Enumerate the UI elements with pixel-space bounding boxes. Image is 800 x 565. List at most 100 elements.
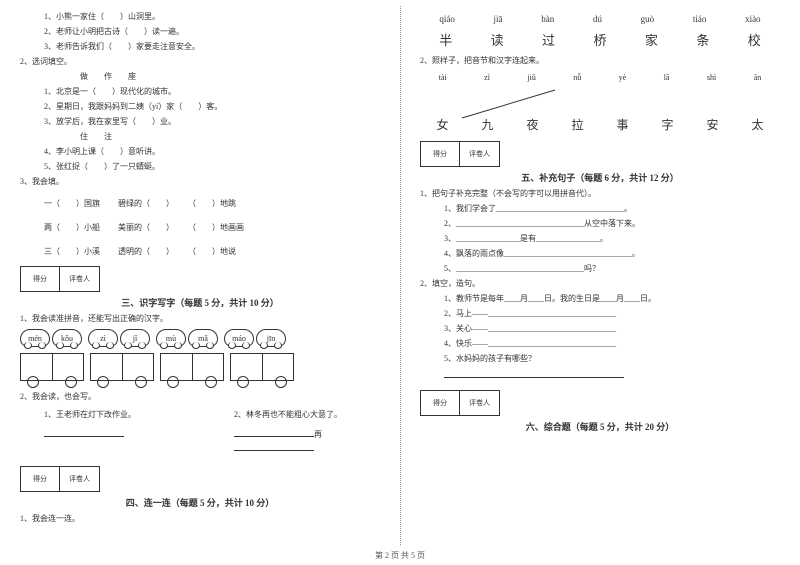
sec3-q2-items: 1、王老师在灯下改作业。 2、林冬再也不能粗心大意了。 <box>20 406 380 424</box>
pinyin: bàn <box>541 14 554 24</box>
hanzi: 女 <box>436 116 448 133</box>
section-3-title: 三、识字写字（每题 5 分，共计 10 分） <box>20 296 380 309</box>
pinyin: xiào <box>745 14 761 24</box>
column-divider <box>400 6 401 545</box>
sec5-item-5: 5、________________________________吗？ <box>420 263 780 275</box>
pinyin: yè <box>619 73 627 82</box>
q3-r3c2: 透明的（ ） <box>118 247 170 256</box>
sec5-item-1: 1、我们学会了________________________________。 <box>420 203 780 215</box>
sec5-item-2: 2、________________________________从空中落下来… <box>420 218 780 230</box>
blank <box>44 427 124 437</box>
score-label: 得分 <box>21 467 60 491</box>
pinyin: qiáo <box>439 14 455 24</box>
q3-row-1: 一（ ）国旗 碧绿的（ ） （ ）地跳 <box>20 198 380 210</box>
cloud-3: zì <box>88 329 118 347</box>
hanzi: 读 <box>491 30 504 49</box>
q1-item-3: 3、老师告诉我们（ ）家要走注意安全。 <box>20 41 380 53</box>
q2-item-4: 4、李小明上课（ ）意听讲。 <box>20 146 380 158</box>
q2-item-3: 3、放学后，我在家里写（ ）业。 <box>20 116 380 128</box>
hanzi: 九 <box>481 116 493 133</box>
page-footer: 第 2 页 共 5 页 <box>0 550 800 561</box>
q3-r2c1: 两（ ）小船 <box>44 223 100 232</box>
grader-label: 评卷人 <box>60 267 99 291</box>
cloud-8: jīn <box>256 329 286 347</box>
q2-item-5: 5、张红捉（ ）了一只蜻蜓。 <box>20 161 380 173</box>
hanzi: 夜 <box>526 116 538 133</box>
sec5-q2-item-5: 5、水妈妈的孩子有哪些？ <box>420 353 780 365</box>
q3-r1c2: 碧绿的（ ） <box>118 199 170 208</box>
grader-label: 评卷人 <box>460 142 499 166</box>
q3-r3c1: 三（ ）小溪 <box>44 247 100 256</box>
cloud-2: kǒu <box>52 329 82 347</box>
score-label: 得分 <box>421 142 460 166</box>
hanzi: 条 <box>696 30 709 49</box>
q1-item-2: 2、老师让小明把古诗（ ）读一遍。 <box>20 26 380 38</box>
q2-item-1: 1、北京是一（ ）现代化的城市。 <box>20 86 380 98</box>
cloud-7: máo <box>224 329 254 347</box>
right-column: qiáo jiā bàn dú guò tiáo xiào 半 读 过 桥 家 … <box>400 0 800 545</box>
q2-words-2: 住 注 <box>20 131 380 143</box>
cloud-4: jǐ <box>120 329 150 347</box>
right-q2-title: 2、照样子，把音节和汉字连起来。 <box>420 55 780 67</box>
sec5-item-3: 3、________________是有________________。 <box>420 233 780 245</box>
pinyin: shì <box>707 73 716 82</box>
grader-label: 评卷人 <box>60 467 99 491</box>
hanzi: 拉 <box>571 116 583 133</box>
section-4-title: 四、连一连（每题 5 分，共计 10 分） <box>20 496 380 509</box>
car-4 <box>230 353 294 381</box>
page-container: 1、小熊一家住（ ）山洞里。 2、老师让小明把古诗（ ）读一遍。 3、老师告诉我… <box>0 0 800 545</box>
pinyin: zì <box>484 73 490 82</box>
char-row-1: 半 读 过 桥 家 条 校 <box>420 30 780 49</box>
q2-words-1: 做 作 座 <box>20 71 380 83</box>
score-box-sec6: 得分 评卷人 <box>420 390 500 416</box>
hanzi: 家 <box>645 30 658 49</box>
q3-r1c3: （ ）地跳 <box>188 199 236 208</box>
q3-r2c2: 美丽的（ ） <box>118 223 170 232</box>
hanzi: 桥 <box>593 30 606 49</box>
car-2 <box>90 353 154 381</box>
sec5-q2-item-1: 1、教师节是每年____月____日。我的生日是____月____日。 <box>420 293 780 305</box>
sec5-q2-item-4: 4、快乐——________________________________ <box>420 338 780 350</box>
sec3-q2-item-1: 1、王老师在灯下改作业。 <box>20 409 190 421</box>
grader-label: 评卷人 <box>460 391 499 415</box>
q2-item-2: 2、星期日，我跟妈妈到二姨（yí）家（ ）客。 <box>20 101 380 113</box>
pinyin: guò <box>641 14 655 24</box>
q3-r3c3: （ ）地说 <box>188 247 236 256</box>
sec5-q2: 2、填空，造句。 <box>420 278 780 290</box>
pinyin: jiǔ <box>527 73 535 82</box>
sec5-q2-item-2: 2、马上——________________________________ <box>420 308 780 320</box>
section-6-title: 六、综合题（每题 5 分，共计 20 分） <box>420 420 780 433</box>
hanzi: 校 <box>748 30 761 49</box>
pinyin: ān <box>754 73 762 82</box>
section-5-title: 五、补充句子（每题 6 分，共计 12 分） <box>420 171 780 184</box>
pinyin: dú <box>593 14 602 24</box>
q3-title: 3、我会填。 <box>20 176 380 188</box>
sec5-q2-blank <box>420 368 780 382</box>
pinyin-clouds: mén kǒu zì jǐ mù mǎ máo jīn <box>20 329 380 347</box>
sec3-q2: 2、我会读，也会写。 <box>20 391 380 403</box>
q3-row-2: 两（ ）小船 美丽的（ ） （ ）地画画 <box>20 222 380 234</box>
pinyin: lā <box>664 73 670 82</box>
car-1 <box>20 353 84 381</box>
left-column: 1、小熊一家住（ ）山洞里。 2、老师让小明把古诗（ ）读一遍。 3、老师告诉我… <box>0 0 400 545</box>
hanzi: 半 <box>439 30 452 49</box>
pinyin: tài <box>439 73 447 82</box>
score-box-sec4: 得分 评卷人 <box>20 466 100 492</box>
blank <box>234 427 314 437</box>
sec3-q1: 1、我会读准拼音，还能写出正确的汉字。 <box>20 313 380 325</box>
sec5-item-4: 4、飘落的雨点像________________________________… <box>420 248 780 260</box>
pinyin-row-2: tài zì jiǔ nǚ yè lā shì ān <box>420 73 780 82</box>
q3-r1c1: 一（ ）国旗 <box>44 199 100 208</box>
q3-row-3: 三（ ）小溪 透明的（ ） （ ）地说 <box>20 246 380 258</box>
hanzi: 字 <box>661 116 673 133</box>
sec5-q1: 1、把句子补充完整（不会写的字可以用拼音代）。 <box>420 188 780 200</box>
cloud-5: mù <box>156 329 186 347</box>
sec4-q1: 1、我会连一连。 <box>20 513 380 525</box>
score-label: 得分 <box>421 391 460 415</box>
q1-item-1: 1、小熊一家住（ ）山洞里。 <box>20 11 380 23</box>
pinyin: jiā <box>494 14 503 24</box>
hanzi: 事 <box>616 116 628 133</box>
pinyin: nǚ <box>573 73 581 82</box>
q3-r2c3: （ ）地画画 <box>188 223 244 232</box>
sec3-q2-blanks: 再 <box>20 424 380 458</box>
